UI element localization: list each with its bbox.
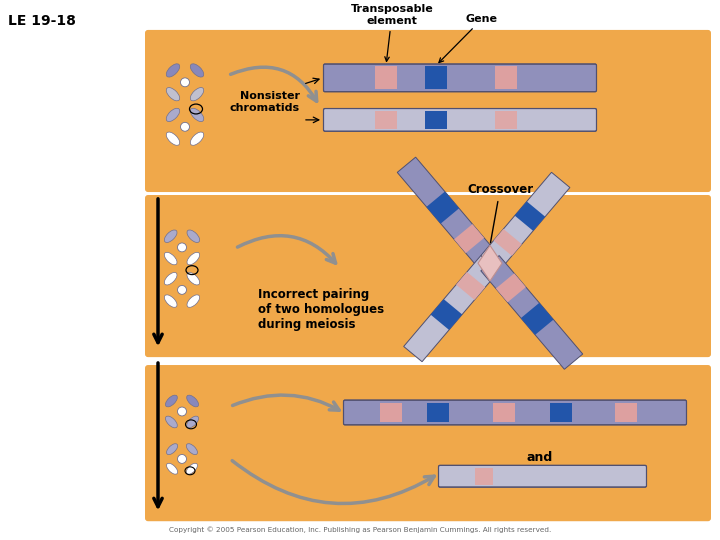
Ellipse shape (164, 230, 177, 242)
Ellipse shape (186, 416, 199, 428)
Ellipse shape (190, 132, 204, 145)
Ellipse shape (166, 463, 178, 474)
FancyBboxPatch shape (145, 195, 711, 357)
Bar (425, 66, 447, 89)
Text: and: and (527, 451, 553, 464)
Circle shape (178, 243, 186, 252)
Circle shape (178, 455, 186, 463)
Polygon shape (397, 157, 499, 271)
Bar (475, 468, 493, 484)
Bar (615, 403, 637, 422)
Bar (495, 66, 517, 89)
Ellipse shape (187, 273, 199, 285)
Ellipse shape (164, 295, 177, 307)
Polygon shape (431, 299, 462, 330)
Ellipse shape (187, 230, 199, 242)
Polygon shape (481, 172, 570, 271)
Polygon shape (426, 192, 459, 224)
Bar (425, 111, 447, 129)
Ellipse shape (186, 395, 199, 407)
Bar (375, 111, 397, 129)
Circle shape (181, 123, 189, 131)
Ellipse shape (186, 463, 197, 474)
Polygon shape (493, 229, 522, 256)
Polygon shape (456, 272, 485, 300)
FancyBboxPatch shape (343, 400, 686, 425)
Text: Incorrect pairing
of two homologues
during meiosis: Incorrect pairing of two homologues duri… (258, 288, 384, 331)
Polygon shape (496, 273, 526, 302)
Ellipse shape (166, 87, 180, 101)
Text: Nonsister
chromatids: Nonsister chromatids (230, 91, 300, 113)
Ellipse shape (166, 109, 180, 122)
Bar (495, 111, 517, 129)
Ellipse shape (164, 273, 177, 285)
Ellipse shape (164, 252, 177, 265)
Polygon shape (481, 255, 582, 369)
Polygon shape (454, 224, 484, 253)
Ellipse shape (190, 109, 204, 122)
Text: LE 19-18: LE 19-18 (8, 14, 76, 28)
Ellipse shape (166, 444, 178, 455)
Ellipse shape (166, 132, 180, 145)
Circle shape (178, 407, 186, 416)
Ellipse shape (187, 295, 199, 307)
Polygon shape (404, 255, 499, 362)
Bar (375, 66, 397, 89)
Bar (427, 403, 449, 422)
Ellipse shape (190, 87, 204, 101)
Bar (550, 403, 572, 422)
Text: Copyright © 2005 Pearson Education, Inc. Publishing as Pearson Benjamin Cummings: Copyright © 2005 Pearson Education, Inc.… (169, 526, 551, 533)
Circle shape (178, 286, 186, 294)
Ellipse shape (166, 395, 177, 407)
FancyBboxPatch shape (145, 30, 711, 192)
Text: Crossover: Crossover (467, 183, 533, 242)
Bar (380, 403, 402, 422)
Ellipse shape (186, 444, 197, 455)
Text: Gene: Gene (439, 14, 498, 63)
Ellipse shape (166, 416, 177, 428)
Ellipse shape (166, 64, 180, 77)
FancyBboxPatch shape (323, 109, 596, 131)
Ellipse shape (187, 252, 199, 265)
FancyBboxPatch shape (145, 365, 711, 521)
Bar (493, 403, 515, 422)
Text: Transposable
element: Transposable element (351, 4, 433, 62)
FancyBboxPatch shape (438, 465, 647, 487)
Ellipse shape (190, 64, 204, 77)
Polygon shape (521, 303, 554, 335)
Polygon shape (515, 201, 545, 231)
Circle shape (181, 78, 189, 87)
Polygon shape (478, 245, 502, 281)
FancyBboxPatch shape (323, 64, 596, 92)
